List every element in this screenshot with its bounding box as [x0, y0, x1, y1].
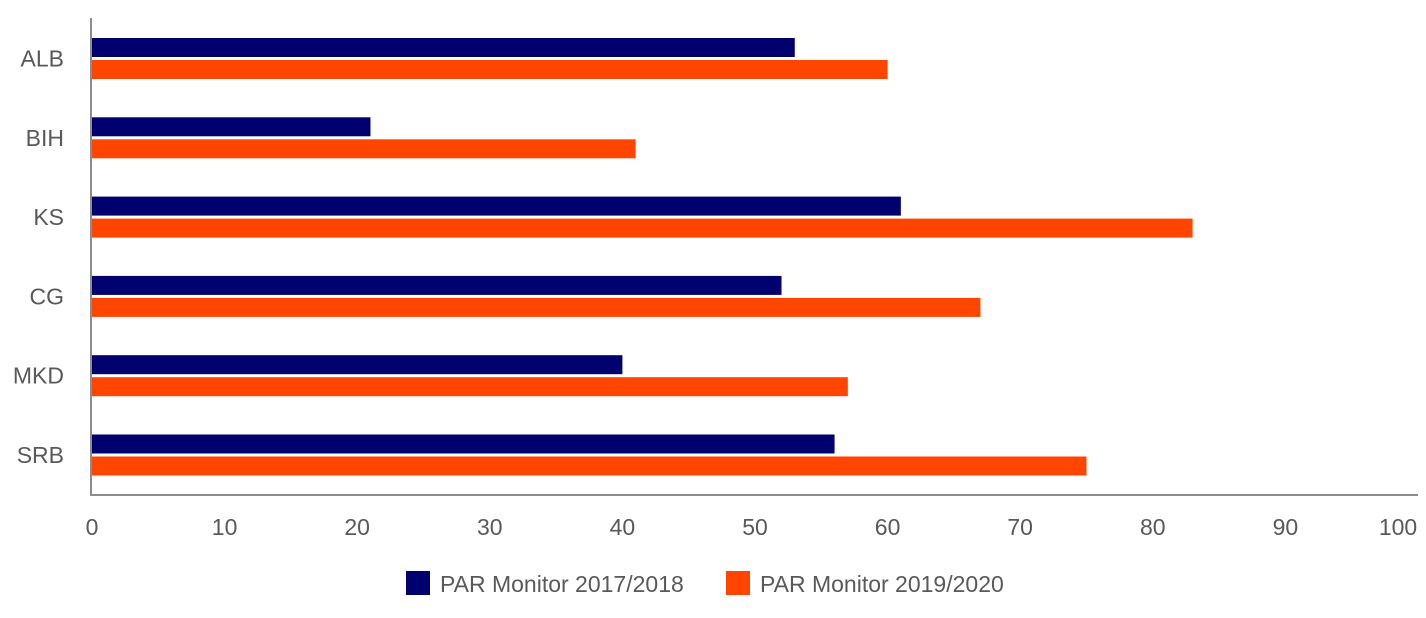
- x-tick-label-0: 0: [86, 514, 99, 540]
- legend-label-series-1: PAR Monitor 2017/2018: [440, 571, 684, 597]
- category-label-cg: CG: [30, 283, 65, 309]
- legend-label-series-2: PAR Monitor 2019/2020: [760, 571, 1004, 597]
- bar-ks-series-2: [92, 218, 1193, 238]
- category-label-srb: SRB: [17, 442, 64, 468]
- category-label-bih: BIH: [26, 125, 64, 151]
- legend-swatch-series-1: [406, 571, 430, 595]
- bar-srb-series-2: [92, 456, 1087, 476]
- bar-mkd-series-1: [92, 355, 623, 375]
- bars-layer: [92, 38, 1193, 476]
- x-tick-label-60: 60: [875, 514, 901, 540]
- bar-bih-series-1: [92, 117, 371, 137]
- legend: PAR Monitor 2017/2018 PAR Monitor 2019/2…: [406, 571, 1004, 597]
- bar-cg-series-1: [92, 275, 782, 295]
- bar-cg-series-2: [92, 297, 981, 317]
- category-label-mkd: MKD: [13, 363, 64, 389]
- bar-mkd-series-2: [92, 377, 848, 397]
- x-tick-label-10: 10: [212, 514, 238, 540]
- x-tick-label-40: 40: [610, 514, 636, 540]
- bar-bih-series-2: [92, 139, 636, 159]
- x-tick-label-80: 80: [1140, 514, 1166, 540]
- x-tick-label-20: 20: [344, 514, 370, 540]
- x-tick-label-30: 30: [477, 514, 503, 540]
- bar-ks-series-1: [92, 196, 901, 216]
- x-tick-label-100: 100: [1379, 514, 1417, 540]
- category-label-alb: ALB: [21, 46, 64, 72]
- x-tick-labels: 0 10 20 30 40 50 60 70 80 90 100: [86, 514, 1418, 540]
- bar-alb-series-2: [92, 60, 888, 79]
- bar-alb-series-1: [92, 38, 795, 57]
- legend-swatch-series-2: [726, 571, 750, 595]
- category-labels: ALB BIH KS CG MKD SRB: [13, 46, 64, 469]
- category-label-ks: KS: [33, 204, 64, 230]
- x-tick-label-50: 50: [742, 514, 768, 540]
- x-tick-label-70: 70: [1007, 514, 1033, 540]
- x-tick-label-90: 90: [1273, 514, 1299, 540]
- bar-srb-series-1: [92, 434, 835, 454]
